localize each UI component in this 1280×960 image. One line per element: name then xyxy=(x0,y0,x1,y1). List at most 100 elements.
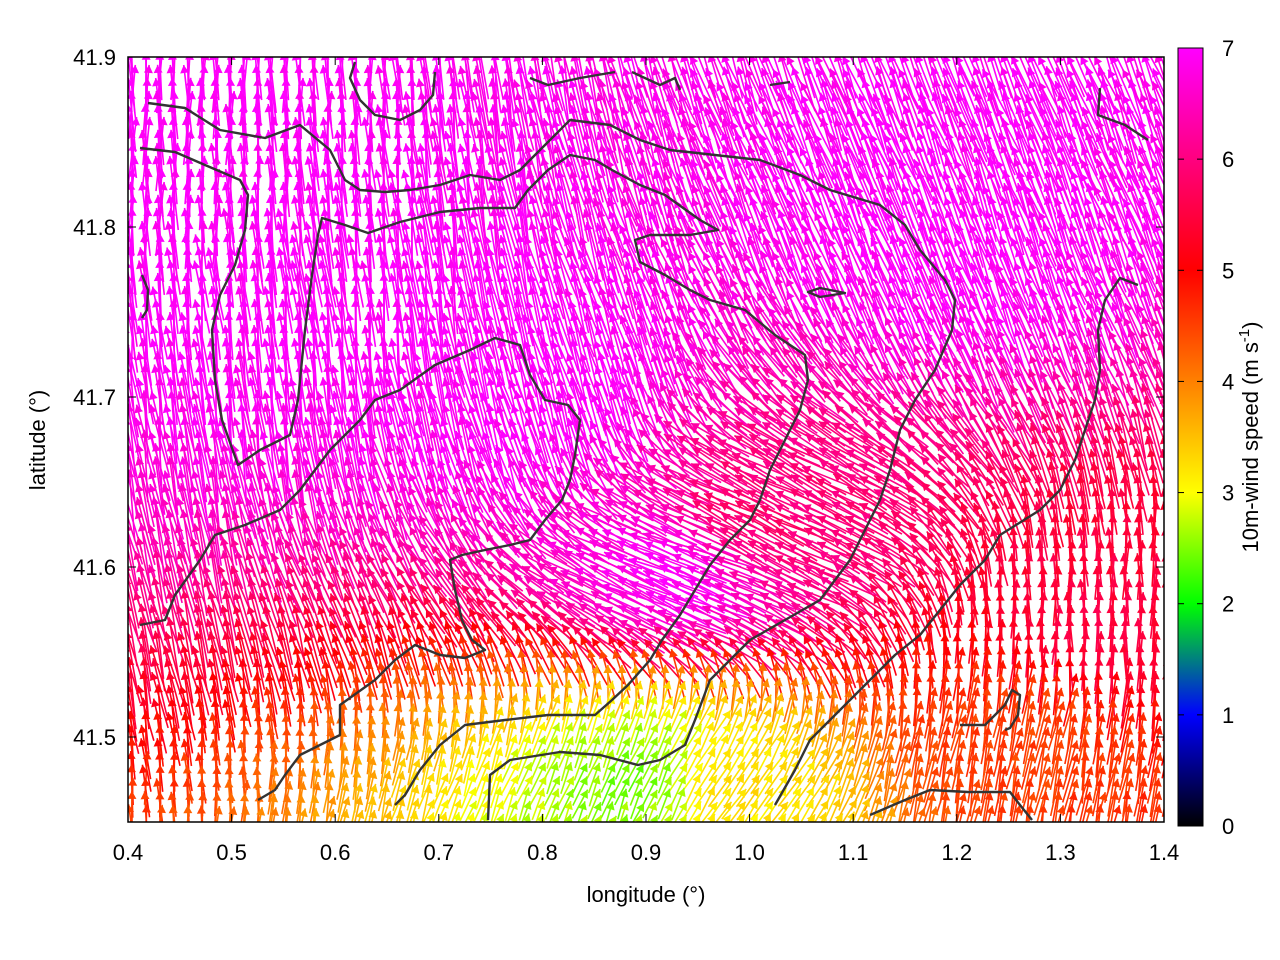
wind-arrow-head xyxy=(184,220,194,229)
wind-arrow-head xyxy=(500,117,510,127)
wind-arrow-head xyxy=(900,119,909,130)
wind-arrow-shaft xyxy=(417,182,435,256)
wind-arrow-head xyxy=(294,64,304,73)
wind-arrow-shaft xyxy=(1071,196,1097,268)
wind-arrow-head xyxy=(433,26,442,34)
wind-arrow-head xyxy=(431,104,441,113)
wind-arrow-head xyxy=(987,57,996,63)
wind-arrow-head xyxy=(633,120,643,130)
wind-arrow-shaft xyxy=(267,129,277,205)
wind-arrow-head xyxy=(126,26,135,34)
wind-arrow-head xyxy=(166,155,176,165)
wind-arrow-head xyxy=(1083,197,1093,207)
wind-arrow-head xyxy=(168,57,178,61)
wind-arrow-head xyxy=(832,157,841,167)
wind-arrow-head xyxy=(309,64,319,73)
wind-arrow-head xyxy=(242,57,252,61)
wind-arrow-head xyxy=(956,93,965,104)
wind-arrow-head xyxy=(1141,57,1151,63)
wind-arrow-head xyxy=(861,118,871,128)
wind-arrow-head xyxy=(512,79,521,89)
wind-arrow-head xyxy=(462,130,472,139)
wind-arrow-head xyxy=(1151,159,1160,169)
wind-arrow-head xyxy=(197,142,207,151)
wind-arrow-head xyxy=(833,57,843,63)
wind-arrow-head xyxy=(917,92,927,102)
wind-arrow-head xyxy=(1057,92,1066,102)
wind-arrow-head xyxy=(376,39,385,47)
wind-arrow-head xyxy=(749,196,758,206)
wind-arrow-head xyxy=(284,39,293,47)
wind-arrow-head xyxy=(570,57,580,62)
wind-arrow-head xyxy=(297,26,306,34)
wind-arrow-head xyxy=(1127,79,1137,89)
wind-arrow-head xyxy=(774,132,783,142)
wind-arrow-head xyxy=(141,57,151,60)
wind-arrow-head xyxy=(213,64,223,74)
wind-arrow-head xyxy=(516,156,526,165)
wind-arrow-head xyxy=(776,158,785,168)
wind-arrow-head xyxy=(337,116,347,125)
wind-arrow-head xyxy=(374,65,384,74)
wind-arrow-shaft xyxy=(141,116,151,192)
wind-arrow-head xyxy=(776,223,785,233)
wind-arrow-shaft xyxy=(266,220,278,296)
wind-arrow-head xyxy=(264,221,274,230)
wind-arrow-head xyxy=(1057,222,1066,232)
wind-arrow-head xyxy=(1085,222,1094,232)
wind-arrow-head xyxy=(831,223,840,233)
wind-arrow-head xyxy=(874,28,883,37)
wind-arrow-head xyxy=(501,78,511,88)
wind-arrow-head xyxy=(791,41,800,50)
wind-arrow-head xyxy=(457,117,467,127)
wind-arrow-head xyxy=(847,196,856,206)
wind-arrow-head xyxy=(490,57,500,61)
wind-arrow-shaft xyxy=(900,119,932,189)
wind-arrow-head xyxy=(353,26,362,34)
wind-arrow-head xyxy=(729,226,738,236)
wind-arrow-head xyxy=(125,39,134,47)
wind-arrow-head xyxy=(597,41,606,50)
wind-arrow-shaft xyxy=(886,145,918,215)
wind-arrow-head xyxy=(185,57,195,61)
wind-arrow-head xyxy=(138,129,148,139)
wind-arrow-head xyxy=(1110,57,1119,65)
wind-arrow-head xyxy=(166,64,176,74)
wind-arrow-head xyxy=(638,131,648,141)
wind-arrow-head xyxy=(140,26,149,34)
wind-arrow-head xyxy=(435,90,445,100)
wind-arrow-head xyxy=(1041,132,1051,142)
wind-arrow-head xyxy=(749,222,759,232)
wind-arrow-head xyxy=(690,159,699,169)
wind-arrow-head xyxy=(167,77,177,87)
wind-arrow-head xyxy=(969,133,979,143)
wind-arrow-head xyxy=(351,207,361,216)
wind-arrow-head xyxy=(1123,198,1132,208)
wind-arrow-head xyxy=(802,119,812,129)
wind-arrow-head xyxy=(320,207,330,217)
wind-arrow-head xyxy=(817,184,826,194)
wind-arrow-head xyxy=(487,195,497,204)
wind-arrow-head xyxy=(735,66,745,76)
wind-arrow-head xyxy=(1043,183,1053,193)
wind-arrow-head xyxy=(744,95,753,105)
wind-arrow-head xyxy=(445,117,455,127)
wind-arrow-head xyxy=(707,57,717,63)
wind-arrow-head xyxy=(530,130,540,139)
wind-arrow-head xyxy=(364,181,374,190)
wind-arrow-head xyxy=(998,29,1006,38)
wind-arrow-shaft xyxy=(1152,68,1164,96)
wind-arrow-head xyxy=(154,26,163,34)
wind-arrow-head xyxy=(1098,28,1106,37)
wind-arrow-head xyxy=(958,118,967,128)
wind-arrow-head xyxy=(1137,159,1146,169)
wind-arrow-head xyxy=(291,57,301,61)
wind-arrow-head xyxy=(395,64,405,74)
wind-arrow-head xyxy=(903,41,912,50)
wind-arrow-head xyxy=(831,80,840,90)
wind-arrow-head xyxy=(680,41,689,50)
wind-arrow-head xyxy=(363,77,373,87)
wind-arrow-head xyxy=(970,210,980,220)
wind-arrow-head xyxy=(1044,170,1053,179)
wind-arrow-shaft xyxy=(382,57,391,100)
